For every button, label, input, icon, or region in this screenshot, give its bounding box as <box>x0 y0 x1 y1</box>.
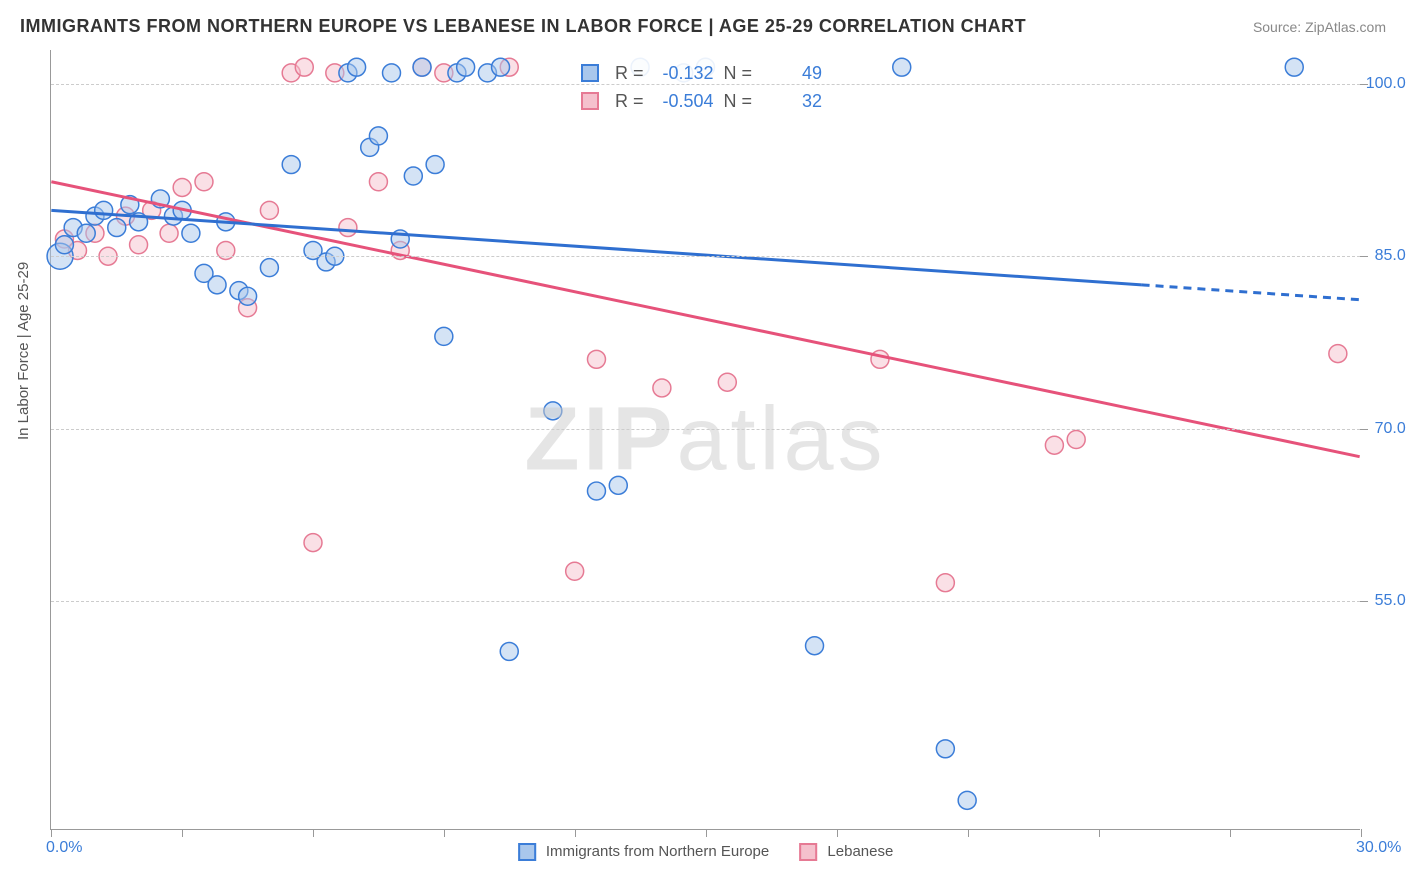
scatter-point <box>282 156 300 174</box>
ytick <box>1360 84 1368 85</box>
legend-label-1: Immigrants from Northern Europe <box>546 843 769 860</box>
xtick <box>444 829 445 837</box>
legend-bottom: Immigrants from Northern Europe Lebanese <box>518 843 894 861</box>
legend-item-1: Immigrants from Northern Europe <box>518 843 770 861</box>
xtick <box>837 829 838 837</box>
scatter-point <box>936 574 954 592</box>
scatter-point <box>893 58 911 76</box>
scatter-point <box>304 534 322 552</box>
scatter-point <box>1285 58 1303 76</box>
scatter-point <box>413 58 431 76</box>
n-label-2: N = <box>724 87 753 115</box>
scatter-point <box>260 201 278 219</box>
ytick <box>1360 256 1368 257</box>
chart-title: IMMIGRANTS FROM NORTHERN EUROPE VS LEBAN… <box>20 16 1026 37</box>
ytick-label: 70.0% <box>1375 420 1406 438</box>
source-label: Source: ZipAtlas.com <box>1253 19 1386 35</box>
xtick <box>575 829 576 837</box>
n-value-1: 49 <box>762 59 822 87</box>
ytick <box>1360 601 1368 602</box>
legend-item-2: Lebanese <box>799 843 893 861</box>
scatter-point <box>1067 431 1085 449</box>
scatter-point <box>587 350 605 368</box>
scatter-point <box>369 173 387 191</box>
r-value-1: -0.132 <box>654 59 714 87</box>
scatter-point <box>348 58 366 76</box>
scatter-point <box>173 178 191 196</box>
scatter-point <box>806 637 824 655</box>
scatter-point <box>295 58 313 76</box>
scatter-point <box>108 219 126 237</box>
legend-square-bottom-2 <box>799 843 817 861</box>
scatter-point <box>55 236 73 254</box>
stats-row-2: R = -0.504 N = 32 <box>581 87 822 115</box>
trendline <box>51 210 1141 284</box>
scatter-point <box>500 642 518 660</box>
title-bar: IMMIGRANTS FROM NORTHERN EUROPE VS LEBAN… <box>20 16 1386 37</box>
n-value-2: 32 <box>762 87 822 115</box>
scatter-point <box>195 173 213 191</box>
scatter-point <box>77 224 95 242</box>
scatter-point <box>383 64 401 82</box>
legend-label-2: Lebanese <box>827 843 893 860</box>
scatter-point <box>492 58 510 76</box>
scatter-point <box>260 259 278 277</box>
legend-square-series1 <box>581 64 599 82</box>
stats-legend-box: R = -0.132 N = 49 R = -0.504 N = 32 <box>571 55 832 119</box>
scatter-point <box>404 167 422 185</box>
xtick <box>51 829 52 837</box>
scatter-point <box>936 740 954 758</box>
xtick <box>182 829 183 837</box>
scatter-point <box>457 58 475 76</box>
xtick-label: 0.0% <box>46 839 82 857</box>
ylabel-wrap: In Labor Force | Age 25-29 <box>15 262 33 440</box>
scatter-point <box>653 379 671 397</box>
n-label-1: N = <box>724 59 753 87</box>
scatter-point <box>95 201 113 219</box>
scatter-svg <box>51 50 1360 829</box>
scatter-point <box>160 224 178 242</box>
xtick <box>1099 829 1100 837</box>
gridline <box>51 429 1360 430</box>
legend-square-bottom-1 <box>518 843 536 861</box>
scatter-point <box>239 287 257 305</box>
gridline <box>51 256 1360 257</box>
gridline <box>51 601 1360 602</box>
scatter-point <box>339 219 357 237</box>
ytick-label: 100.0% <box>1366 75 1406 93</box>
scatter-point <box>566 562 584 580</box>
xtick <box>968 829 969 837</box>
scatter-point <box>426 156 444 174</box>
scatter-point <box>435 327 453 345</box>
scatter-point <box>182 224 200 242</box>
plot-area: ZIPatlas R = -0.132 N = 49 R = -0.504 N … <box>50 50 1360 830</box>
r-label-2: R = <box>615 87 644 115</box>
xtick <box>313 829 314 837</box>
scatter-point <box>130 236 148 254</box>
y-axis-label: In Labor Force | Age 25-29 <box>15 262 32 440</box>
r-label-1: R = <box>615 59 644 87</box>
gridline <box>51 84 1360 85</box>
xtick-label: 30.0% <box>1356 839 1401 857</box>
xtick <box>1361 829 1362 837</box>
scatter-point <box>544 402 562 420</box>
scatter-point <box>587 482 605 500</box>
stats-row-1: R = -0.132 N = 49 <box>581 59 822 87</box>
scatter-point <box>208 276 226 294</box>
scatter-point <box>1329 345 1347 363</box>
xtick <box>1230 829 1231 837</box>
scatter-point <box>369 127 387 145</box>
r-value-2: -0.504 <box>654 87 714 115</box>
trendline-dash <box>1142 285 1360 300</box>
scatter-point <box>718 373 736 391</box>
legend-square-series2 <box>581 92 599 110</box>
scatter-point <box>958 791 976 809</box>
scatter-point <box>871 350 889 368</box>
scatter-point <box>1045 436 1063 454</box>
xtick <box>706 829 707 837</box>
ytick-label: 55.0% <box>1375 592 1406 610</box>
ytick-label: 85.0% <box>1375 247 1406 265</box>
scatter-point <box>609 476 627 494</box>
ytick <box>1360 429 1368 430</box>
